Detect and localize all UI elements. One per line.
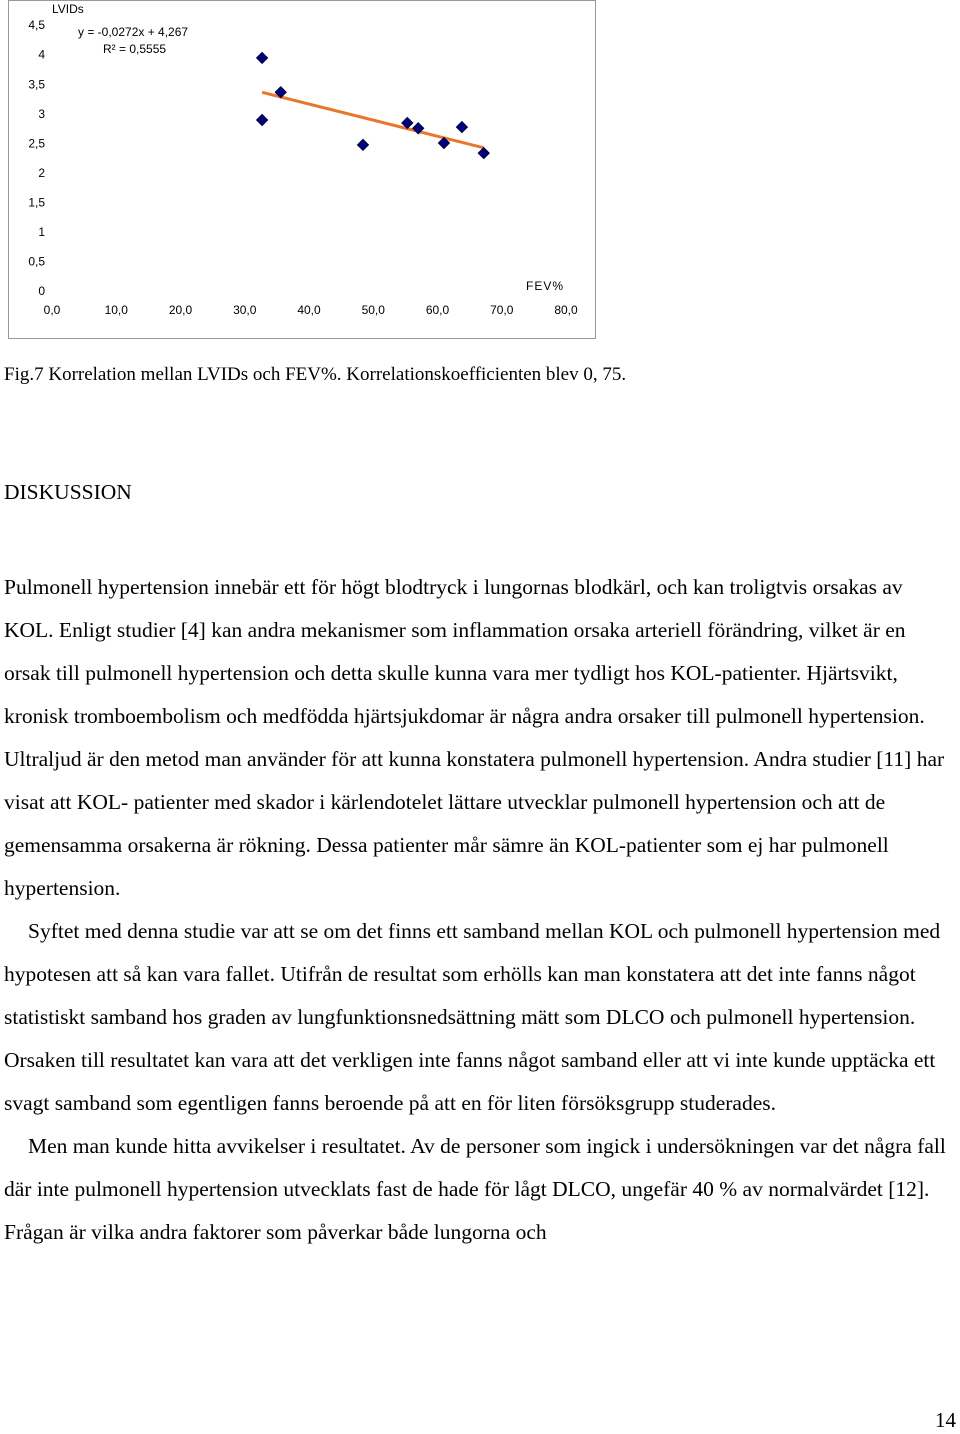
paragraph: Pulmonell hypertension innebär ett för h… bbox=[4, 575, 945, 900]
y-tick-label: 1 bbox=[38, 225, 45, 239]
data-point bbox=[477, 146, 490, 160]
y-tick-label: 4,5 bbox=[28, 18, 45, 32]
r-squared: R² = 0,5555 bbox=[103, 42, 166, 56]
x-tick-label: 80,0 bbox=[554, 303, 578, 317]
equation: y = -0,0272x + 4,267 bbox=[78, 25, 188, 39]
y-tick-label: 0 bbox=[38, 284, 45, 298]
data-point bbox=[255, 113, 269, 127]
y-tick-label: 1,5 bbox=[28, 196, 45, 210]
x-tick-label: 70,0 bbox=[490, 303, 514, 317]
trendline bbox=[261, 90, 485, 150]
data-point bbox=[356, 138, 370, 152]
x-tick-label: 40,0 bbox=[297, 303, 321, 317]
x-axis-title: FEV% bbox=[526, 279, 564, 293]
data-point bbox=[401, 116, 414, 130]
y-tick-label: 3 bbox=[38, 107, 45, 121]
section-heading: DISKUSSION bbox=[4, 480, 132, 504]
chart-frame bbox=[8, 0, 596, 339]
y-tick-label: 4 bbox=[38, 48, 45, 62]
figure-caption: Fig.7 Korrelation mellan LVIDs och FEV%.… bbox=[4, 364, 627, 385]
body-text: Pulmonell hypertension innebär ett för h… bbox=[4, 566, 956, 1254]
y-tick-label: 2,5 bbox=[28, 136, 45, 150]
paragraph: Syftet med denna studie var att se om de… bbox=[4, 919, 941, 1115]
paragraph: Men man kunde hitta avvikelser i resulta… bbox=[4, 1134, 946, 1244]
y-tick-label: 2 bbox=[38, 166, 45, 180]
x-tick-label: 10,0 bbox=[105, 303, 129, 317]
y-axis-title: LVIDs bbox=[52, 2, 84, 16]
data-point bbox=[437, 136, 451, 150]
x-tick-label: 60,0 bbox=[426, 303, 450, 317]
chart: LVIDs FEV% y = -0,0272x + 4,267 R² = 0,5… bbox=[8, 0, 596, 339]
data-point bbox=[255, 51, 269, 65]
x-tick-label: 30,0 bbox=[233, 303, 257, 317]
data-point bbox=[274, 85, 287, 99]
x-tick-label: 0,0 bbox=[44, 303, 61, 317]
x-tick-label: 20,0 bbox=[169, 303, 193, 317]
y-tick-label: 3,5 bbox=[28, 77, 45, 91]
page-number: 14 bbox=[935, 1408, 956, 1432]
x-tick-label: 50,0 bbox=[362, 303, 386, 317]
data-point bbox=[455, 120, 469, 134]
data-point bbox=[412, 122, 425, 135]
y-tick-label: 0,5 bbox=[28, 255, 45, 269]
